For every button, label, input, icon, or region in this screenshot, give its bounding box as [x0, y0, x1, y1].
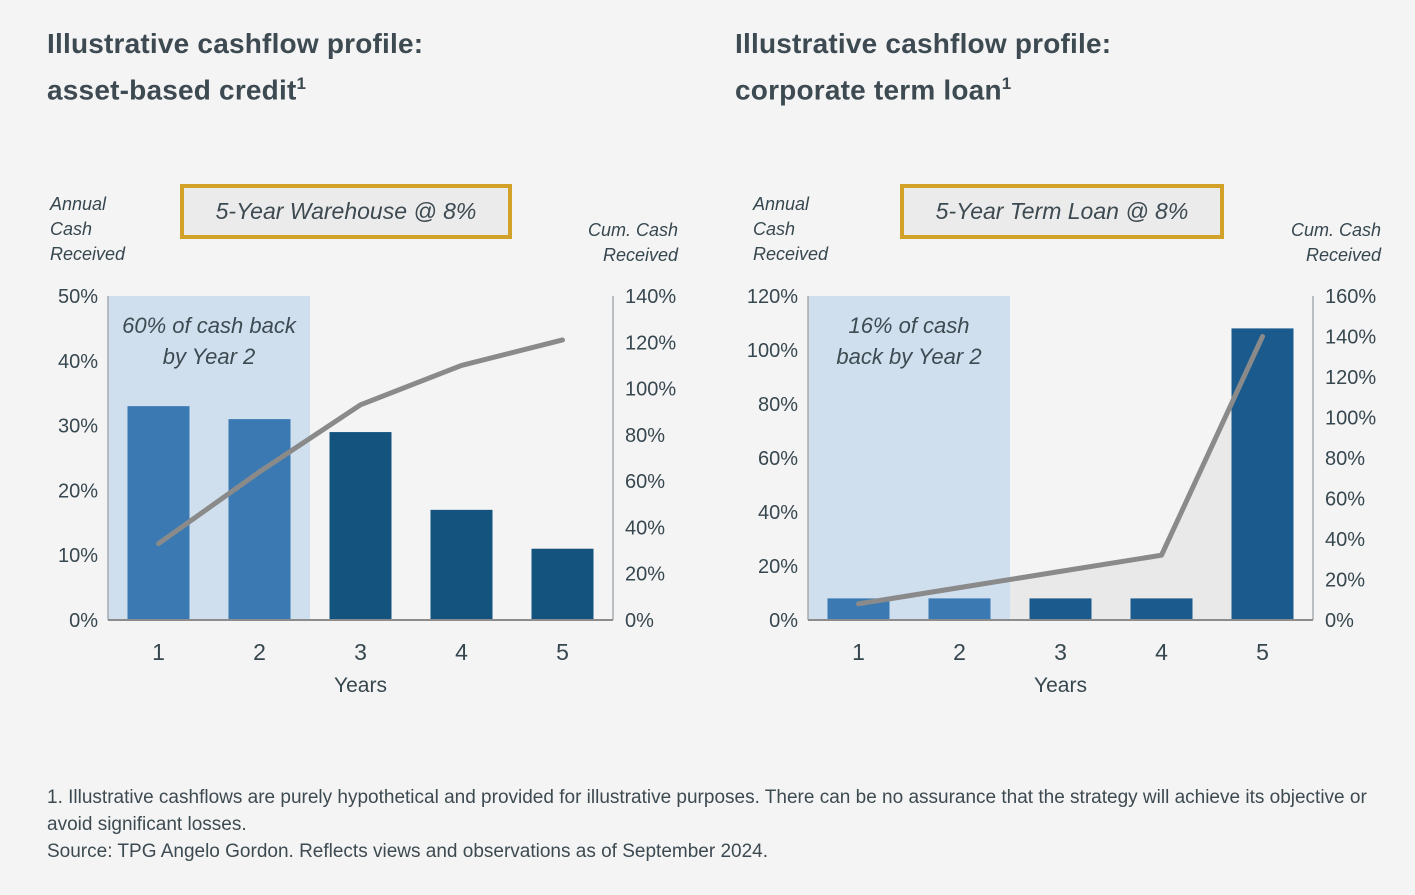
- scenario-badge: 5-Year Term Loan @ 8%: [900, 184, 1224, 239]
- page-title: Illustrative cashflow profile: asset-base…: [47, 24, 423, 110]
- x-axis-tick-label: 2: [953, 639, 966, 665]
- bar-year-3: [1029, 598, 1092, 620]
- x-axis-title: Years: [1034, 674, 1087, 697]
- left-axis-tick-label: 50%: [58, 286, 98, 308]
- right-axis-title-line: Received: [602, 245, 678, 265]
- left-axis-tick-label: 120%: [747, 286, 798, 308]
- x-axis-tick-label: 3: [354, 639, 367, 665]
- right-axis-tick-label: 0%: [1325, 610, 1354, 632]
- left-axis-title-line: Annual: [753, 194, 810, 214]
- right-axis-tick-label: 80%: [625, 425, 665, 447]
- bar-year-4: [1130, 598, 1193, 620]
- left-axis-title: Annual Cash Received: [50, 192, 125, 267]
- right-axis-tick-label: 20%: [625, 564, 665, 586]
- right-axis-tick-label: 60%: [1325, 489, 1365, 511]
- x-axis-tick-label: 1: [152, 639, 165, 665]
- right-axis-tick-label: 140%: [1325, 327, 1376, 349]
- right-axis-title: Cum. Cash Received: [1263, 218, 1381, 268]
- x-axis-tick-label: 3: [1054, 639, 1067, 665]
- bar-year-2: [928, 598, 991, 620]
- x-axis-tick-label: 2: [253, 639, 266, 665]
- region-annotation: 16% of cash: [848, 313, 969, 338]
- left-axis-tick-label: 0%: [769, 610, 798, 632]
- right-axis-tick-label: 80%: [1325, 448, 1365, 470]
- region-annotation: back by Year 2: [836, 344, 981, 369]
- title-footnote-marker: 1: [296, 74, 307, 93]
- highlight-region: [808, 296, 1010, 620]
- scenario-badge: 5-Year Warehouse @ 8%: [180, 184, 512, 239]
- left-axis-title-line: Annual: [50, 194, 107, 214]
- title-line-1: Illustrative cashflow profile:: [47, 28, 424, 59]
- chart-panel-corporate-term-loan: Illustrative cashflow profile: corporate …: [728, 0, 1414, 760]
- cumulative-line: [856, 334, 1265, 607]
- title-line-1: Illustrative cashflow profile:: [735, 28, 1112, 59]
- left-axis-title-line: Cash: [50, 219, 93, 239]
- footnote-disclaimer: 1. Illustrative cashflows are purely hyp…: [47, 787, 1367, 835]
- x-axis-tick-label: 5: [1256, 639, 1269, 665]
- right-axis-tick-label: 0%: [625, 610, 654, 632]
- right-axis-tick-label: 40%: [625, 517, 665, 539]
- right-axis-tick-label: 40%: [1325, 529, 1365, 551]
- left-axis-tick-label: 0%: [69, 610, 98, 632]
- left-axis-tick-label: 100%: [747, 340, 798, 362]
- cumulative-line: [156, 337, 565, 547]
- right-axis-tick-label: 160%: [1325, 286, 1376, 308]
- right-axis-title-line: Received: [1305, 245, 1381, 265]
- right-axis-title-line: Cum. Cash: [587, 220, 678, 240]
- right-axis-tick-label: 100%: [625, 379, 676, 401]
- footnote-source: Source: TPG Angelo Gordon. Reflects view…: [47, 841, 768, 862]
- title-footnote-marker: 1: [1001, 74, 1012, 93]
- left-axis-title: Annual Cash Received: [753, 192, 828, 267]
- bar-year-3: [329, 432, 392, 620]
- right-axis-tick-label: 120%: [625, 332, 676, 354]
- left-axis-title-line: Cash: [753, 219, 796, 239]
- right-axis-tick-label: 100%: [1325, 408, 1376, 430]
- left-axis-title-line: Received: [753, 244, 829, 264]
- right-axis-title: Cum. Cash Received: [560, 218, 678, 268]
- x-axis-tick-label: 4: [1155, 639, 1168, 665]
- right-axis-tick-label: 120%: [1325, 367, 1376, 389]
- region-annotation: 60% of cash back: [122, 313, 297, 338]
- right-axis-tick-label: 140%: [625, 286, 676, 308]
- bar-year-1: [127, 406, 190, 620]
- bar-year-2: [228, 419, 291, 620]
- x-axis-title: Years: [334, 674, 387, 697]
- left-axis-tick-label: 20%: [58, 480, 98, 502]
- left-axis-title-line: Received: [50, 244, 126, 264]
- x-axis-tick-label: 1: [852, 639, 865, 665]
- region-annotation: by Year 2: [163, 344, 256, 369]
- right-axis-tick-label: 60%: [625, 471, 665, 493]
- title-line-2: asset-based credit: [47, 74, 297, 106]
- left-axis-tick-label: 20%: [758, 556, 798, 578]
- left-axis-tick-label: 60%: [758, 448, 798, 470]
- cumulative-area-fill: [858, 336, 1263, 620]
- title-line-2: corporate term loan: [735, 74, 1002, 106]
- left-axis-tick-label: 30%: [58, 416, 98, 438]
- bar-year-4: [430, 509, 493, 620]
- x-axis-tick-label: 4: [455, 639, 468, 665]
- footnote: 1. Illustrative cashflows are purely hyp…: [47, 784, 1379, 865]
- left-axis-tick-label: 40%: [58, 351, 98, 373]
- page-title: Illustrative cashflow profile: corporate …: [735, 24, 1111, 110]
- bar-year-5: [531, 548, 594, 620]
- left-axis-tick-label: 40%: [758, 502, 798, 524]
- right-axis-tick-label: 20%: [1325, 570, 1365, 592]
- left-axis-tick-label: 80%: [758, 394, 798, 416]
- chart-panel-asset-based-credit: Illustrative cashflow profile: asset-base…: [40, 0, 726, 760]
- bar-year-5: [1231, 328, 1294, 620]
- x-axis-tick-label: 5: [556, 639, 569, 665]
- left-axis-tick-label: 10%: [58, 545, 98, 567]
- right-axis-title-line: Cum. Cash: [1290, 220, 1381, 240]
